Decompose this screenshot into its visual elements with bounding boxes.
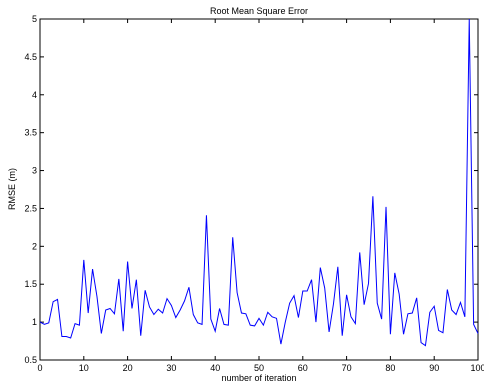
x-tick-label: 50 bbox=[254, 363, 264, 373]
x-tick-label: 20 bbox=[123, 363, 133, 373]
y-axis-label: RMSE (m) bbox=[7, 168, 17, 210]
x-tick-label: 60 bbox=[298, 363, 308, 373]
rmse-series-line bbox=[39, 18, 479, 347]
x-tick-label: 80 bbox=[385, 363, 395, 373]
x-tick-label: 0 bbox=[37, 363, 42, 373]
y-tick-label: 2 bbox=[32, 241, 37, 251]
chart-title: Root Mean Square Error bbox=[210, 6, 308, 16]
y-tick-label: 3.5 bbox=[24, 128, 37, 138]
y-tick-label: 3 bbox=[32, 166, 37, 176]
x-tick-label: 70 bbox=[342, 363, 352, 373]
x-tick-label: 40 bbox=[210, 363, 220, 373]
y-tick-label: 4 bbox=[32, 90, 37, 100]
x-axis-label: number of iteration bbox=[221, 373, 296, 383]
x-tick-label: 10 bbox=[79, 363, 89, 373]
y-tick-label: 1 bbox=[32, 317, 37, 327]
y-tick-label: 0.5 bbox=[24, 355, 37, 365]
y-tick-label: 1.5 bbox=[24, 279, 37, 289]
y-tick-label: 2.5 bbox=[24, 203, 37, 213]
series-group bbox=[39, 18, 479, 347]
y-tick-label: 5 bbox=[32, 14, 37, 24]
x-tick-label: 100 bbox=[470, 363, 484, 373]
x-tick-label: 90 bbox=[429, 363, 439, 373]
axis-ticks bbox=[39, 18, 479, 361]
plot-area bbox=[39, 18, 479, 361]
x-tick-label: 30 bbox=[166, 363, 176, 373]
y-tick-labels: 0.5 1 1.5 2 2.5 3 3.5 4 4.5 5 bbox=[24, 14, 37, 365]
y-tick-label: 4.5 bbox=[24, 52, 37, 62]
x-tick-labels: 0 10 20 30 40 50 60 70 80 90 100 bbox=[37, 363, 484, 373]
